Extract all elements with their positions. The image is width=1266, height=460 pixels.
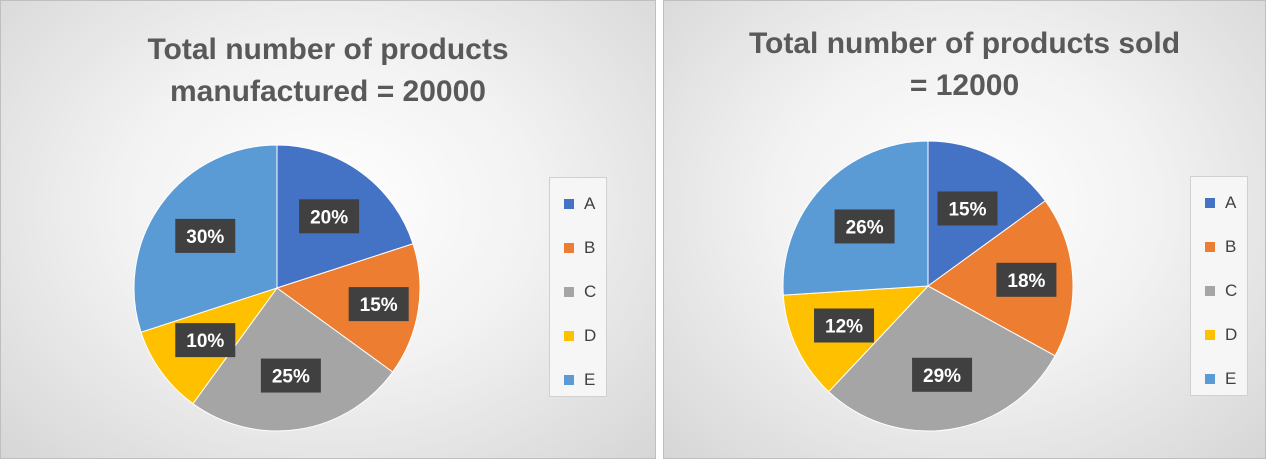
chart-title: Total number of products sold = 12000 xyxy=(664,23,1265,107)
data-label-text-b: 15% xyxy=(360,295,398,316)
data-label-box-a xyxy=(937,191,998,226)
legend-item-c: C xyxy=(1205,269,1247,313)
legend-item-d: D xyxy=(1205,313,1247,357)
legend-item-b: B xyxy=(564,226,606,270)
data-label-box-d xyxy=(175,323,236,358)
legend-label-d: D xyxy=(584,326,597,345)
legend-swatch-e xyxy=(1205,374,1215,384)
data-label-text-b: 18% xyxy=(1007,271,1045,292)
data-label-box-c xyxy=(260,358,321,393)
chart-panel-sold: Total number of products sold = 12000 15… xyxy=(663,0,1266,459)
legend-label-a: A xyxy=(1225,193,1237,212)
data-label-box-b xyxy=(348,287,409,322)
legend-label-e: E xyxy=(584,370,596,389)
data-label-box-a xyxy=(299,199,360,234)
data-label-box-e xyxy=(834,209,895,244)
data-label-c: 29% xyxy=(912,357,973,392)
legend-swatch-d xyxy=(564,331,574,341)
legend: A B C D E xyxy=(549,177,607,397)
data-label-b: 18% xyxy=(996,262,1057,297)
legend-label-c: C xyxy=(1225,281,1238,300)
legend-swatch-b xyxy=(564,243,574,253)
data-label-c: 25% xyxy=(260,358,321,393)
legend-swatch-c xyxy=(1205,286,1215,296)
data-label-text-e: 30% xyxy=(186,227,224,248)
chart-title-line-1: Total number of products xyxy=(147,33,509,66)
data-label-text-d: 12% xyxy=(825,317,863,338)
data-label-box-c xyxy=(912,357,973,392)
chart-panel-manufactured: Total number of products manufactured = … xyxy=(0,0,656,459)
legend-swatch-e xyxy=(564,375,574,385)
data-label-d: 10% xyxy=(175,323,236,358)
legend-label-a: A xyxy=(584,194,596,213)
data-label-text-d: 10% xyxy=(186,331,224,352)
legend-label-e: E xyxy=(1225,369,1237,388)
data-label-d: 12% xyxy=(814,308,875,343)
data-label-box-d xyxy=(814,308,875,343)
legend-swatch-b xyxy=(1205,242,1215,252)
legend-label-b: B xyxy=(584,238,596,257)
legend-label-c: C xyxy=(584,282,597,301)
legend: A B C D E xyxy=(1190,176,1248,396)
legend-item-e: E xyxy=(564,358,606,402)
legend-swatch-c xyxy=(564,287,574,297)
legend-item-d: D xyxy=(564,314,606,358)
data-label-text-c: 25% xyxy=(272,367,310,388)
chart-title-line-2: = 12000 xyxy=(909,69,1020,102)
data-label-text-c: 29% xyxy=(923,366,961,387)
data-label-e: 30% xyxy=(175,218,236,253)
chart-title-line-1: Total number of products sold xyxy=(748,27,1181,60)
chart-title-line-2: manufactured = 20000 xyxy=(170,75,486,108)
legend-item-a: A xyxy=(564,182,606,226)
data-label-b: 15% xyxy=(348,287,409,322)
pie-slice-b xyxy=(275,243,421,373)
legend-swatch-d xyxy=(1205,330,1215,340)
pie-chart-sold: 15% 18% 29% 12% 26% xyxy=(782,140,1074,432)
data-label-text-a: 20% xyxy=(310,207,348,228)
pie-chart-manufactured: 20% 15% 25% 10% 30% xyxy=(133,144,421,432)
data-label-e: 26% xyxy=(834,209,895,244)
legend-item-e: E xyxy=(1205,357,1247,401)
data-label-a: 20% xyxy=(299,199,360,234)
data-label-box-e xyxy=(175,218,236,253)
data-label-box-b xyxy=(996,262,1057,297)
chart-title: Total number of products manufactured = … xyxy=(1,29,655,113)
legend-swatch-a xyxy=(564,199,574,209)
legend-label-d: D xyxy=(1225,325,1238,344)
legend-swatch-a xyxy=(1205,198,1215,208)
legend-item-c: C xyxy=(564,270,606,314)
data-label-text-e: 26% xyxy=(846,217,884,238)
data-label-a: 15% xyxy=(937,191,998,226)
legend-item-a: A xyxy=(1205,181,1247,225)
data-label-text-a: 15% xyxy=(948,199,986,220)
legend-item-b: B xyxy=(1205,225,1247,269)
legend-label-b: B xyxy=(1225,237,1237,256)
